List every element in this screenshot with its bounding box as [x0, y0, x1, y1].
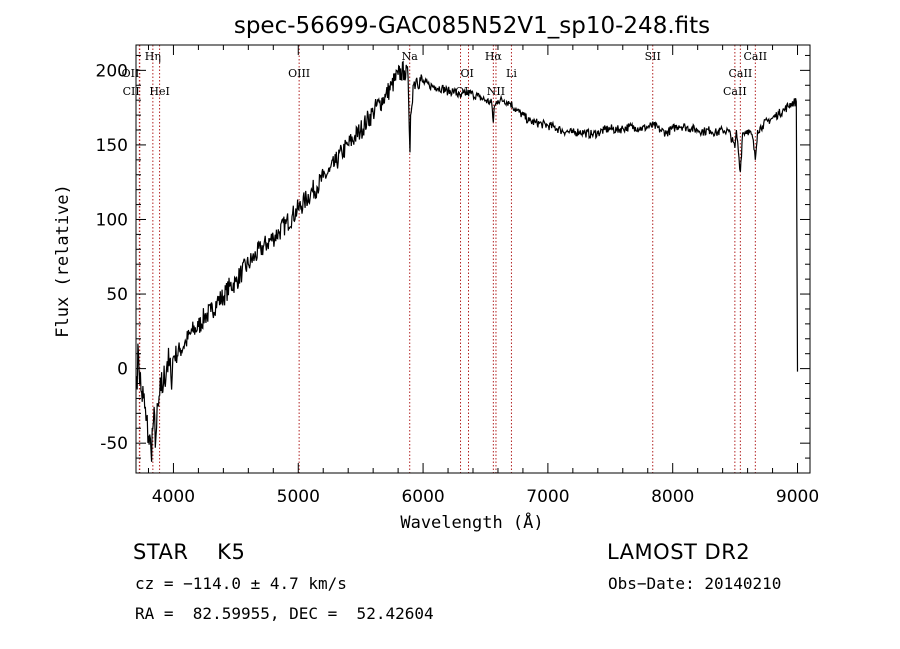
y-axis-ticks: -50 0 50 100 150 200	[96, 54, 810, 459]
x-tick-label: 6000	[401, 487, 444, 507]
line-marker-label: SII	[645, 50, 661, 63]
line-marker-label: CaII	[743, 50, 767, 63]
object-class: STAR K5	[133, 540, 246, 564]
x-tick-label: 7000	[526, 487, 569, 507]
x-tick-label: 4000	[152, 487, 195, 507]
line-marker-label: CaII	[729, 67, 753, 80]
line-marker-label: Li	[506, 67, 517, 80]
x-axis-label: Wavelength (Å)	[400, 511, 543, 533]
y-tick-label: 150	[96, 136, 128, 156]
observation-date: Obs−Date: 20140210	[608, 574, 782, 593]
line-marker-label: OII	[122, 67, 140, 80]
line-marker-label: CaII	[723, 85, 747, 98]
line-marker-label: Na	[402, 50, 419, 63]
plot-frame	[135, 44, 811, 474]
y-tick-label: 200	[96, 61, 128, 81]
x-axis-ticks: 4000 5000 6000 7000 8000 9000	[147, 45, 819, 507]
y-tick-label: 50	[106, 285, 128, 305]
coordinates-text: RA = 82.59955, DEC = 52.42604	[135, 604, 434, 623]
x-tick-label: 9000	[776, 487, 819, 507]
line-marker-label: HeI	[149, 85, 169, 98]
spectrum-line	[136, 60, 799, 462]
line-marker-label: Hα	[485, 50, 503, 63]
line-marker-lines	[138, 45, 756, 473]
y-tick-label: -50	[100, 434, 128, 454]
line-marker-label: CII	[123, 85, 140, 98]
y-tick-label: 0	[117, 360, 128, 380]
y-axis-label: Flux (relative)	[53, 184, 73, 338]
y-tick-label: 100	[96, 210, 128, 230]
x-tick-label: 8000	[651, 487, 694, 507]
chart-title: spec-56699-GAC085N52V1_sp10-248.fits	[234, 13, 710, 39]
line-marker-label: OI	[461, 67, 474, 80]
line-marker-label: OIII	[288, 67, 310, 80]
line-marker-label: Hη	[145, 50, 161, 63]
redshift-text: cz = −114.0 ± 4.7 km/s	[135, 574, 347, 593]
line-marker-label: NII	[487, 85, 505, 98]
x-tick-label: 5000	[277, 487, 320, 507]
survey-name: LAMOST DR2	[607, 540, 751, 564]
